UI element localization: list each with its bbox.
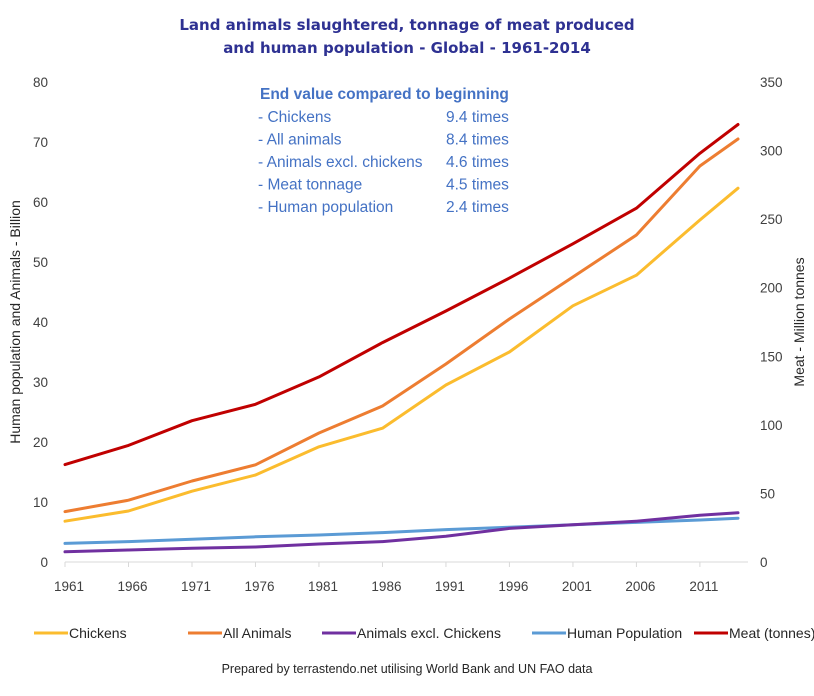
x-tick-label: 1961 [54,579,84,594]
x-tick-label: 1991 [435,579,465,594]
annotation-row-value: 4.6 times [446,154,509,171]
legend: Chickens All Animals Animals excl. Chicken… [34,625,814,641]
y-tick-label: 80 [33,75,48,90]
y-tick-label: 30 [33,375,48,390]
annotation-row-value: 9.4 times [446,109,509,126]
y2-tick-label: 50 [760,486,775,501]
y-tick-label: 60 [33,195,48,210]
x-tick-label: 1981 [308,579,338,594]
y-tick-label: 70 [33,135,48,150]
chart-title-line-2: and human population - Global - 1961-201… [223,39,591,57]
legend-label: Human Population [567,625,682,641]
x-tick-label: 1986 [371,579,401,594]
x-tick-label: 1996 [498,579,528,594]
annotation-row-value: 8.4 times [446,132,509,149]
y-axis-label: Human population and Animals - Billion [7,200,23,444]
legend-label: Meat (tonnes) [729,625,814,641]
x-axis: 1961 1966 1971 1976 1981 1986 1991 1996 2001 2006… [54,561,748,594]
y2-tick-label: 0 [760,555,768,570]
chart-title-line-1: Land animals slaughtered, tonnage of mea… [179,16,634,34]
series-line-meat-tonnes [63,123,740,467]
credit-text: Prepared by terrastendo.net utilising Wo… [222,662,593,676]
annotation-row-label: - Meat tonnage [258,177,362,194]
legend-label: All Animals [223,625,291,641]
annotation-row-value: 4.5 times [446,177,509,194]
x-tick-label: 1976 [244,579,274,594]
y-tick-label: 10 [33,495,48,510]
legend-label: Chickens [69,625,127,641]
y-tick-label: 0 [40,555,48,570]
y-tick-label: 40 [33,315,48,330]
annotation-row-label: - Human population [258,199,393,216]
annotation-row-label: - Chickens [258,109,331,126]
annotation-heading: End value compared to beginning [260,86,509,103]
y-tick-label: 20 [33,435,48,450]
x-tick-label: 2011 [689,579,718,594]
legend-label: Animals excl. Chickens [357,625,501,641]
series-line-chickens [63,186,740,523]
y2-axis-label: Meat - Million tonnes [791,257,807,386]
annotation-row-label: - All animals [258,132,342,149]
x-tick-label: 2001 [562,579,592,594]
y-axis-ticks: 0 10 20 30 40 50 60 70 80 [33,75,48,570]
series-line-animals-excl-chickens [63,511,740,554]
y2-tick-label: 150 [760,349,783,364]
annotation-row-value: 2.4 times [446,199,509,216]
y2-tick-label: 300 [760,144,783,159]
chart-title: Land animals slaughtered, tonnage of mea… [179,16,634,57]
y-tick-label: 50 [33,255,48,270]
y2-tick-label: 100 [760,418,783,433]
y2-tick-label: 200 [760,281,783,296]
series-line-human-population [63,516,740,545]
series-lines [63,123,740,554]
x-tick-label: 2006 [625,579,655,594]
annotation-box: End value compared to beginning - Chicke… [258,86,509,216]
x-tick-label: 1971 [181,579,211,594]
annotation-row-label: - Animals excl. chickens [258,154,423,171]
y2-tick-label: 350 [760,75,783,90]
series-line-all-animals [63,137,740,514]
x-tick-label: 1966 [117,579,147,594]
y2-axis-ticks: 0 50 100 150 200 250 300 350 [760,75,783,570]
y2-tick-label: 250 [760,212,783,227]
